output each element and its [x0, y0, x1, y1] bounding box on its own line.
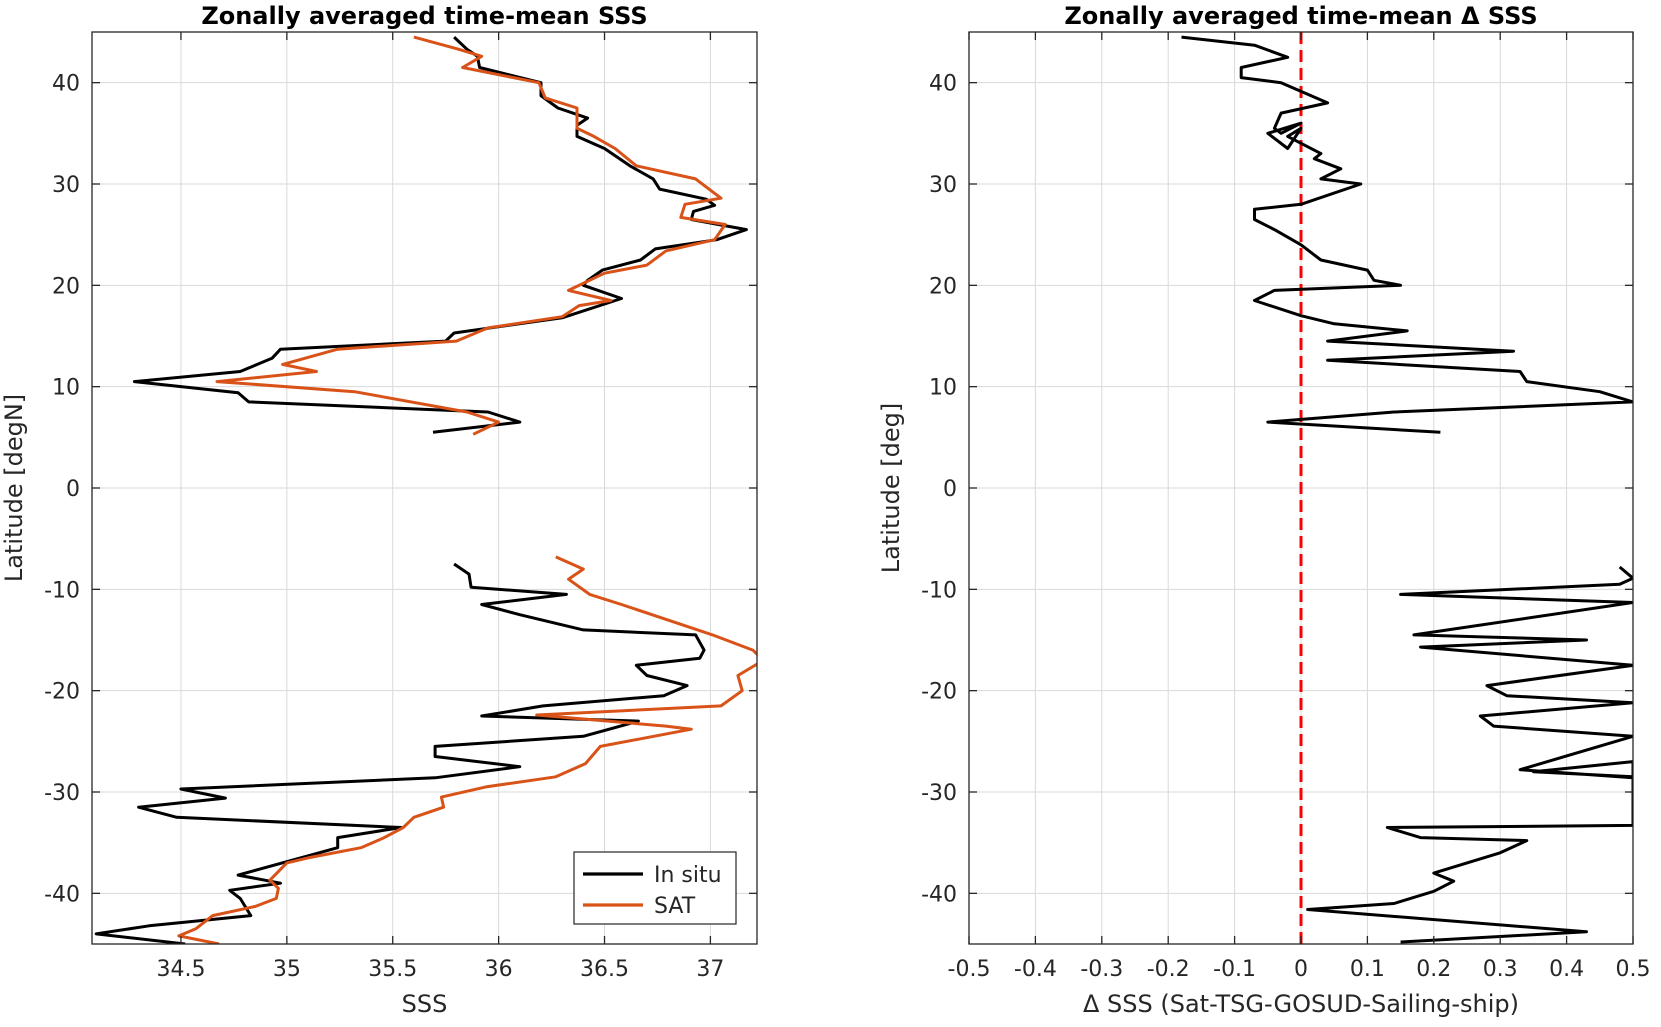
right-chart-title: Zonally averaged time-mean Δ SSS	[1064, 2, 1537, 30]
y-tick-label: 40	[929, 72, 957, 97]
y-tick-label: -30	[921, 781, 957, 806]
legend: In situ SAT	[573, 851, 737, 925]
y-tick-label: -10	[44, 578, 80, 603]
y-tick-label: 40	[52, 72, 80, 97]
left-y-axis-label: Latitude [degN]	[0, 394, 28, 582]
x-tick-label: 0	[1294, 957, 1308, 982]
left-grid	[92, 32, 757, 944]
legend-label-in-situ: In situ	[654, 863, 722, 888]
legend-box	[573, 851, 737, 925]
y-tick-label: -40	[44, 882, 80, 907]
x-tick-label: 34.5	[156, 957, 205, 982]
delta-sss-line-segment-2	[1306, 565, 1633, 944]
x-tick-label: 0.1	[1350, 957, 1385, 982]
right-x-axis-label: Δ SSS (Sat-TSG-GOSUD-Sailing-ship)	[1083, 990, 1519, 1018]
x-tick-label: -0.1	[1213, 957, 1256, 982]
sat-line-segment-2	[177, 555, 757, 944]
y-tick-label: 0	[66, 477, 80, 502]
x-tick-label: 0.5	[1616, 957, 1651, 982]
y-tick-label: -20	[44, 680, 80, 705]
y-tick-label: -20	[921, 680, 957, 705]
right-y-axis-label: Latitude [deg]	[877, 403, 905, 573]
y-tick-label: 30	[52, 173, 80, 198]
x-tick-label: 35.5	[368, 957, 417, 982]
x-tick-label: -0.3	[1080, 957, 1123, 982]
left-x-axis-label: SSS	[402, 990, 448, 1018]
x-tick-label: -0.2	[1147, 957, 1190, 982]
x-tick-label: 0.2	[1416, 957, 1451, 982]
left-data-lines	[94, 35, 757, 944]
left-ticks: 34.5 35 35.5 36 36.5 37 -40 -30 -20 -10 0 10 20 30 40	[44, 32, 757, 982]
x-tick-label: 36	[485, 957, 513, 982]
right-panel-delta-sss: -0.5 -0.4 -0.3 -0.2 -0.1 0 0.1 0.2 0.3 0.4 0.5 -40 -…	[877, 2, 1651, 1018]
y-tick-label: 10	[929, 376, 957, 401]
y-tick-label: 20	[52, 274, 80, 299]
x-tick-label: 0.4	[1549, 957, 1584, 982]
delta-sss-line-segment-1	[1181, 35, 1633, 434]
y-tick-label: 0	[943, 477, 957, 502]
y-tick-label: 20	[929, 274, 957, 299]
y-tick-label: -10	[921, 578, 957, 603]
y-tick-label: -30	[44, 781, 80, 806]
y-tick-label: 10	[52, 376, 80, 401]
in-situ-line-segment-2	[94, 562, 706, 944]
right-ticks: -0.5 -0.4 -0.3 -0.2 -0.1 0 0.1 0.2 0.3 0.4 0.5 -40 -…	[921, 32, 1651, 982]
x-tick-label: 35	[273, 957, 301, 982]
left-chart-title: Zonally averaged time-mean SSS	[201, 2, 647, 30]
right-data-lines	[1181, 35, 1633, 944]
x-tick-label: 0.3	[1483, 957, 1518, 982]
legend-label-sat: SAT	[654, 894, 696, 919]
left-panel-sss: 34.5 35 35.5 36 36.5 37-40-30-20-10010203040 …	[0, 2, 758, 1018]
sat-line-segment-1	[215, 35, 727, 436]
x-tick-label: 37	[696, 957, 724, 982]
x-tick-label: -0.5	[948, 957, 991, 982]
in-situ-line-segment-1	[132, 36, 748, 434]
y-tick-label: 30	[929, 173, 957, 198]
y-tick-label: -40	[921, 882, 957, 907]
x-tick-label: 36.5	[580, 957, 629, 982]
x-tick-label: -0.4	[1014, 957, 1057, 982]
